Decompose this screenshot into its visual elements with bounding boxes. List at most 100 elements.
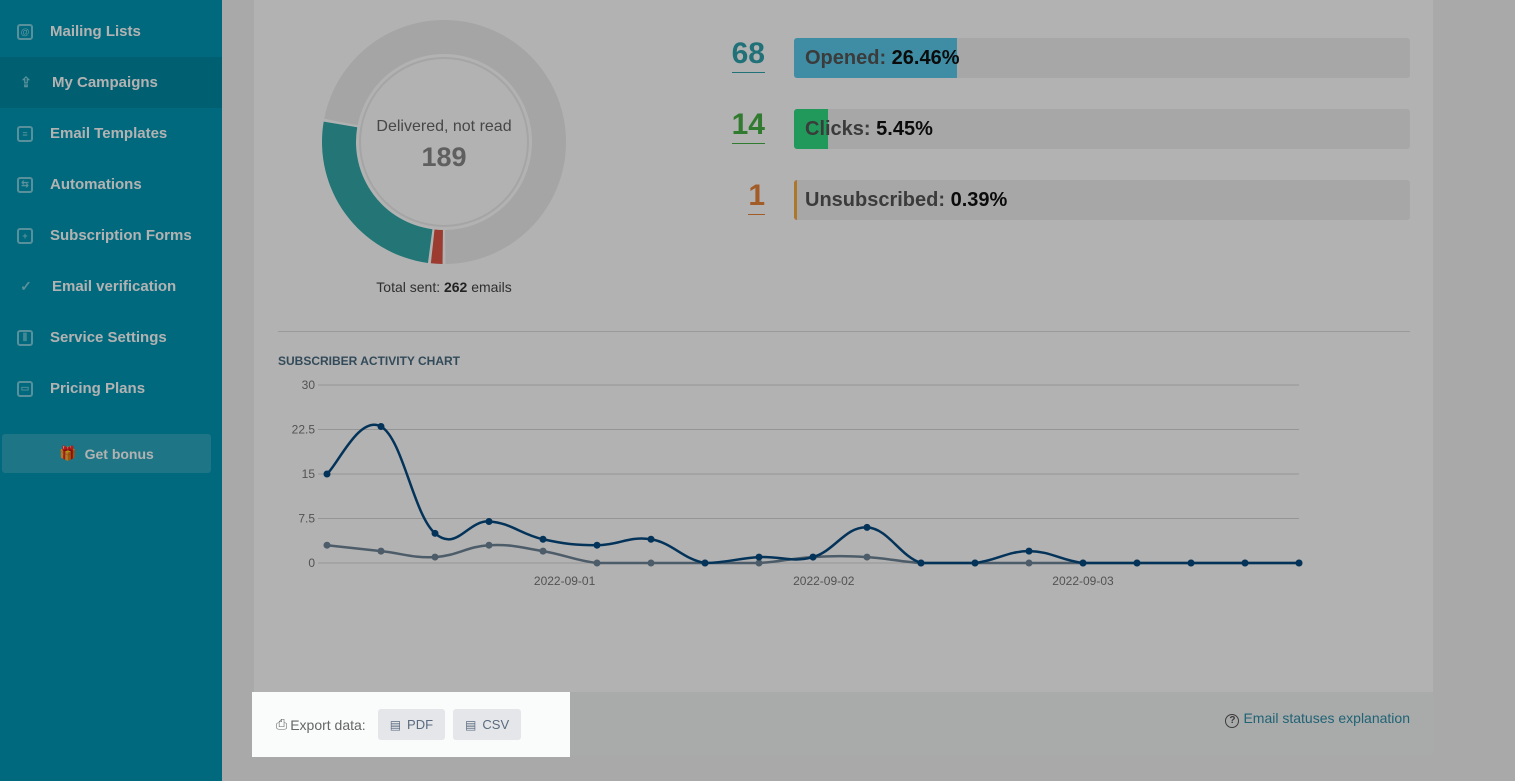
sidebar: @ Mailing Lists ⇪ My Campaigns ≡ Email Templa… [0, 0, 222, 781]
donut-segment-opened[interactable] [322, 121, 433, 263]
total-sent: Total sent: 262 emails [376, 279, 512, 295]
y-tick-label: 30 [302, 378, 316, 392]
subscriber-activity-chart: 0 7.5 15 22.5 30 2022-09-01 2022-09-02 2022-09-… [292, 378, 1303, 588]
gift-icon: 🎁 [59, 445, 77, 461]
sidebar-item-email-verification[interactable]: ✓ Email verification [0, 261, 222, 312]
series-1-point[interactable] [1025, 547, 1033, 555]
form-icon: + [17, 227, 33, 244]
sliders-icon: ⫼ [17, 329, 33, 346]
sidebar-item-label: Mailing Lists [50, 23, 141, 40]
sidebar-item-automations[interactable]: ⇆ Automations [0, 159, 222, 210]
stat-count[interactable]: 14 [731, 107, 765, 144]
x-tick-label: 2022-09-01 [534, 574, 596, 588]
y-tick-label: 22.5 [292, 423, 316, 437]
file-icon: ▤ [389, 717, 402, 732]
stat-clicks: 14 Clicks: 5.45% [714, 107, 1411, 149]
series-1-line [326, 423, 1299, 565]
series-1-point[interactable] [1241, 559, 1249, 567]
stat-bar-fill [794, 38, 957, 78]
stat-unsubscribed: 1 Unsubscribed: 0.39% [714, 178, 1411, 220]
stat-label: Unsubscribed: 0.39% [805, 189, 1008, 211]
template-icon: ≡ [17, 125, 33, 142]
sidebar-item-label: Email Templates [50, 125, 168, 142]
stat-bar-fill [794, 180, 797, 220]
y-tick-label: 7.5 [298, 512, 315, 526]
export-pdf-button[interactable]: ▤ PDF [377, 709, 446, 740]
question-icon: ? [1225, 714, 1240, 728]
sidebar-item-service-settings[interactable]: ⫼ Service Settings [0, 312, 222, 363]
download-icon: ⎙ [276, 716, 288, 732]
donut-center-value: 189 [421, 142, 467, 172]
y-tick-label: 15 [302, 467, 316, 481]
donut-inner-ring [359, 57, 529, 227]
stat-label: Clicks: 5.45% [805, 118, 933, 140]
donut-segment-other[interactable] [430, 229, 443, 264]
sidebar-item-label: Subscription Forms [50, 227, 192, 244]
series-2-point[interactable] [755, 559, 763, 567]
series-1-point[interactable] [485, 517, 493, 525]
series-1-point[interactable] [647, 535, 655, 543]
stat-count[interactable]: 1 [748, 178, 765, 215]
stat-bar: Clicks: 5.45% [794, 109, 1410, 149]
donut-center-label: Delivered, not read [376, 118, 512, 135]
y-tick-label: 0 [308, 556, 315, 570]
series-2-point[interactable] [593, 559, 601, 567]
series-1-point[interactable] [701, 559, 709, 567]
series-2-point[interactable] [863, 553, 871, 561]
series-2-point[interactable] [485, 541, 493, 549]
email-statuses-link[interactable]: ? Email statuses explanation [1225, 710, 1410, 728]
get-bonus-button[interactable]: 🎁 Get bonus [2, 434, 211, 473]
x-tick-label: 2022-09-03 [1052, 574, 1114, 588]
export-data: ⎙ Export data: ▤ PDF ▤ CSV [252, 692, 570, 757]
series-1-point[interactable] [593, 541, 601, 549]
x-tick-label: 2022-09-02 [793, 574, 855, 588]
sidebar-item-pricing-plans[interactable]: ▭ Pricing Plans [0, 363, 222, 414]
divider [278, 331, 1410, 332]
stat-opened: 68 Opened: 26.46% [714, 36, 1411, 78]
series-1-point[interactable] [431, 529, 439, 537]
series-1-point[interactable] [863, 523, 871, 531]
series-1-point[interactable] [1295, 559, 1303, 567]
automation-icon: ⇆ [17, 176, 33, 193]
series-1-point[interactable] [755, 553, 763, 561]
sidebar-item-my-campaigns[interactable]: ⇪ My Campaigns [0, 57, 222, 108]
series-2-point[interactable] [647, 559, 655, 567]
stat-bar: Unsubscribed: 0.39% [794, 180, 1410, 220]
sidebar-item-label: Pricing Plans [50, 380, 146, 397]
series-1-point[interactable] [971, 559, 979, 567]
sidebar-item-email-templates[interactable]: ≡ Email Templates [0, 108, 222, 159]
check-circle-icon: ✓ [20, 278, 32, 294]
series-1-point[interactable] [377, 423, 385, 431]
sidebar-item-subscription-forms[interactable]: + Subscription Forms [0, 210, 222, 261]
series-2-point[interactable] [539, 547, 547, 555]
series-1-point[interactable] [539, 535, 547, 543]
address-book-icon: @ [17, 23, 33, 40]
wallet-icon: ▭ [17, 380, 33, 397]
series-2-point[interactable] [377, 547, 385, 555]
stat-label: Opened: 26.46% [805, 47, 960, 69]
series-1-point[interactable] [1187, 559, 1195, 567]
upload-tray-icon: ⇪ [20, 74, 32, 90]
series-2-point[interactable] [431, 553, 439, 561]
campaign-report-card: Delivered, not read 189 Total sent: 262 … [252, 0, 1433, 757]
sidebar-item-label: Automations [50, 176, 142, 193]
export-csv-button[interactable]: ▤ CSV [453, 709, 522, 740]
series-2-point[interactable] [323, 541, 331, 549]
series-1-point[interactable] [1079, 559, 1087, 567]
footer-bar: ⎙ Export data: ▤ PDF ▤ CSV ? Email statuses… [252, 692, 1433, 757]
series-1-point[interactable] [809, 553, 817, 561]
sidebar-item-label: My Campaigns [52, 74, 158, 91]
stat-bar: Opened: 26.46% [794, 38, 1410, 78]
delivery-donut-chart [322, 20, 566, 264]
stat-bar-fill [794, 109, 828, 149]
sidebar-item-mailing-lists[interactable]: @ Mailing Lists [0, 6, 222, 57]
sidebar-item-label: Service Settings [50, 329, 167, 346]
chart-title: SUBSCRIBER ACTIVITY CHART [278, 354, 461, 368]
series-1-point[interactable] [323, 470, 331, 478]
series-1-point[interactable] [917, 559, 925, 567]
series-2-point[interactable] [1025, 559, 1033, 567]
file-icon: ▤ [465, 717, 477, 732]
stat-count[interactable]: 68 [731, 36, 765, 73]
series-1-point[interactable] [1133, 559, 1141, 567]
sidebar-item-label: Email verification [52, 278, 177, 295]
